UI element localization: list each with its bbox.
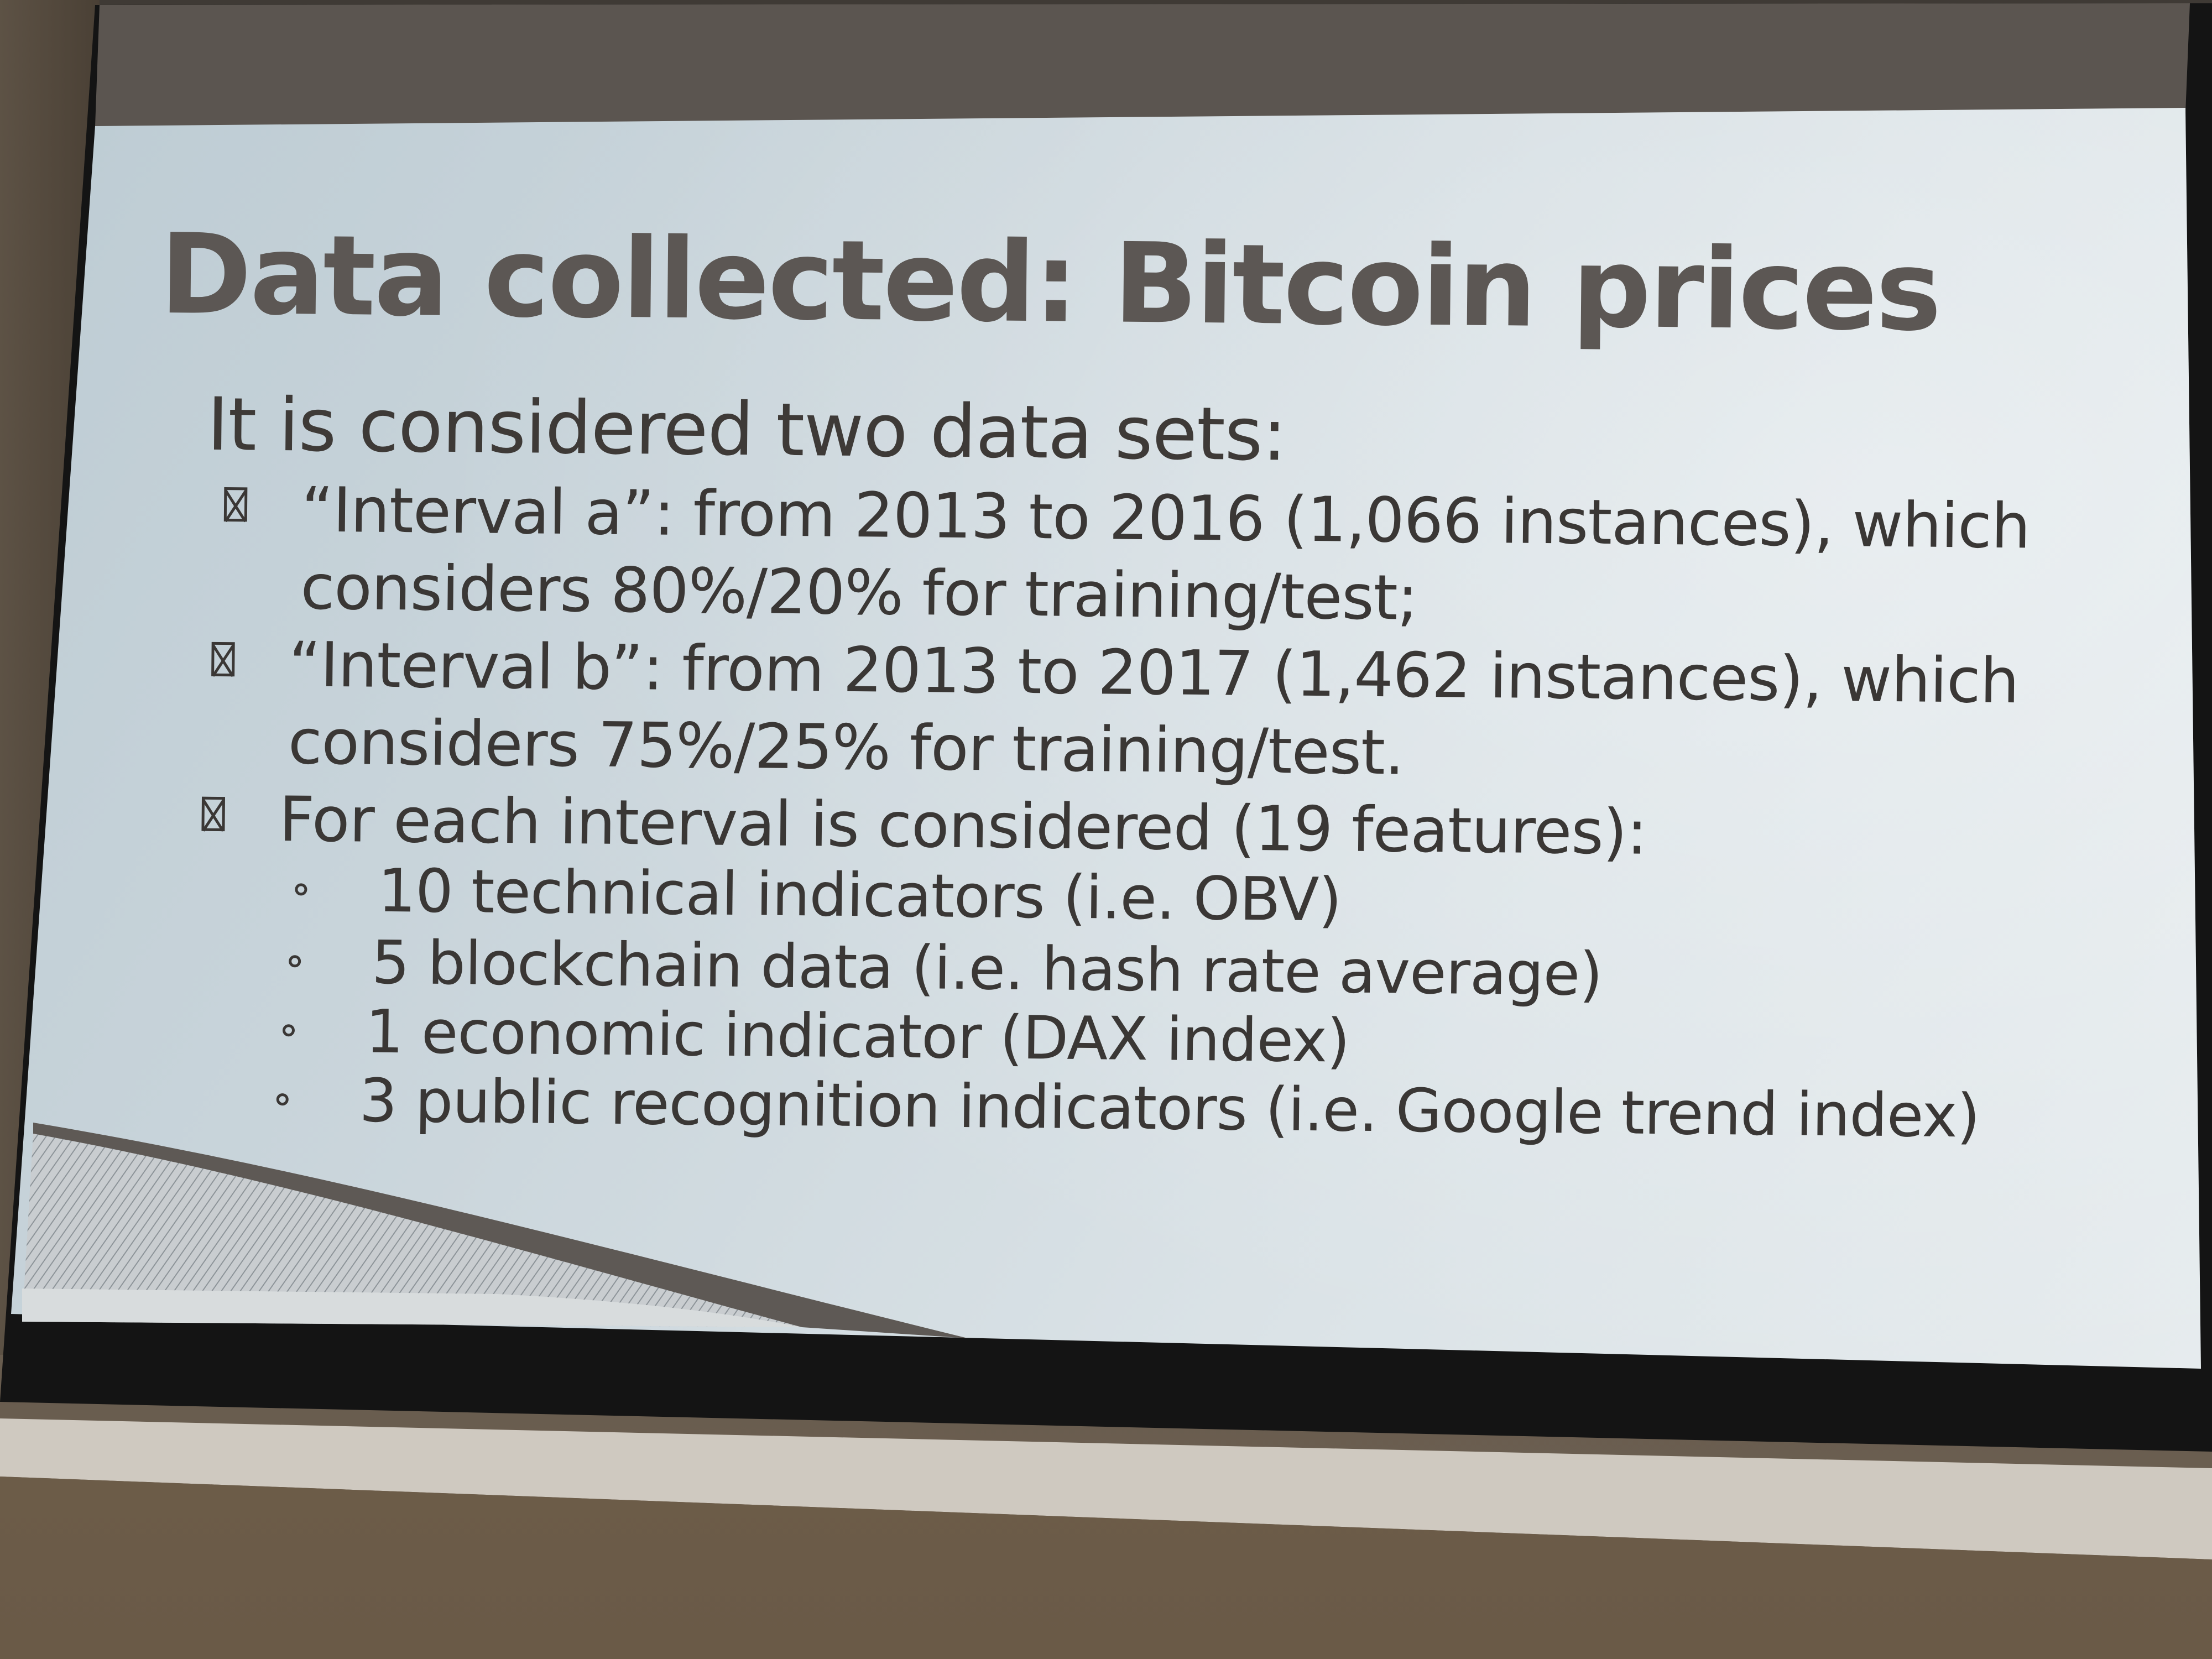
circle-bullet-icon bbox=[282, 1024, 295, 1037]
sub-bullet-public-recognition: 3 public recognition indicators (i.e. Go… bbox=[276, 1066, 1980, 1151]
slide-intro-text: It is considered two data sets: bbox=[206, 382, 1287, 478]
bullet-interval-a: “Interval a”: from 2013 to 2016 (1,066 i… bbox=[223, 471, 2031, 643]
sub-bullet-blockchain: 5 blockchain data (i.e. hash rate averag… bbox=[289, 928, 1603, 1009]
bullet-interval-b: “Interval b”: from 2013 to 2017 (1,462 i… bbox=[211, 626, 2019, 797]
slide-title: Data collected: Bitcoin prices bbox=[159, 210, 1941, 356]
sub-bullet-text: 1 economic indicator (DAX index) bbox=[365, 997, 1350, 1076]
circle-bullet-icon bbox=[289, 955, 301, 968]
checkbox-bullet-icon bbox=[201, 796, 226, 832]
sub-bullet-economic: 1 economic indicator (DAX index) bbox=[282, 997, 1350, 1076]
sub-bullet-technical: 10 technical indicators (i.e. OBV) bbox=[295, 856, 1342, 935]
sub-bullet-text: 10 technical indicators (i.e. OBV) bbox=[377, 856, 1342, 935]
circle-bullet-icon bbox=[276, 1093, 289, 1106]
sub-bullet-text: 3 public recognition indicators (i.e. Go… bbox=[359, 1066, 1980, 1151]
checkbox-bullet-icon bbox=[211, 641, 235, 677]
sub-bullet-text: 5 blockchain data (i.e. hash rate averag… bbox=[371, 928, 1603, 1009]
circle-bullet-icon bbox=[295, 883, 307, 896]
checkbox-bullet-icon bbox=[223, 487, 248, 522]
